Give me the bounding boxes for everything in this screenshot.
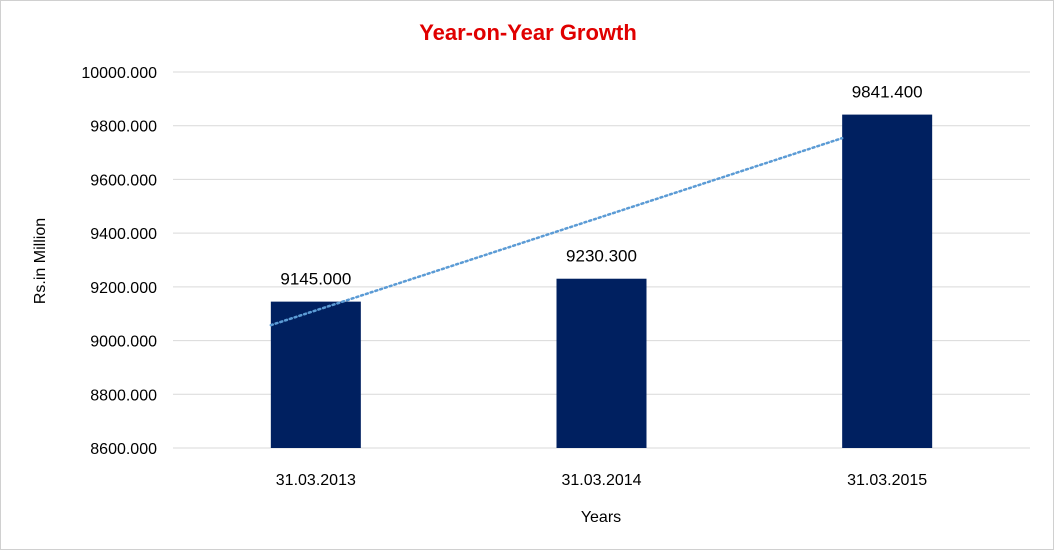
y-tick-label: 10000.000: [81, 65, 157, 82]
bar: [842, 114, 933, 448]
x-tick-label: 31.03.2015: [847, 472, 927, 489]
y-tick-label: 9000.000: [90, 334, 157, 351]
bar: [270, 301, 361, 448]
trendline: [269, 136, 844, 327]
x-axis-ticks: 31.03.2013 31.03.2014 31.03.2015: [276, 472, 928, 489]
bars: [270, 114, 933, 448]
data-labels: 9145.000 9230.300 9841.400: [280, 83, 922, 289]
y-tick-label: 8800.000: [90, 387, 157, 404]
data-label: 9841.400: [852, 83, 923, 102]
y-tick-label: 9800.000: [90, 119, 157, 136]
y-tick-label: 9200.000: [90, 280, 157, 297]
data-label: 9145.000: [280, 270, 351, 289]
y-tick-label: 8600.000: [90, 441, 157, 458]
data-label: 9230.300: [566, 247, 637, 266]
bar: [556, 278, 647, 448]
x-tick-label: 31.03.2014: [561, 472, 641, 489]
x-axis-label: Years: [581, 509, 621, 526]
trendline-path: [269, 136, 844, 327]
x-tick-label: 31.03.2013: [276, 472, 356, 489]
y-tick-label: 9400.000: [90, 226, 157, 243]
y-tick-label: 9600.000: [90, 172, 157, 189]
chart-title: Year-on-Year Growth: [419, 20, 637, 45]
y-axis-label: Rs.in Million: [32, 218, 49, 304]
y-axis-ticks: 8600.000 8800.000 9000.000 9200.000 9400.000…: [81, 65, 157, 458]
